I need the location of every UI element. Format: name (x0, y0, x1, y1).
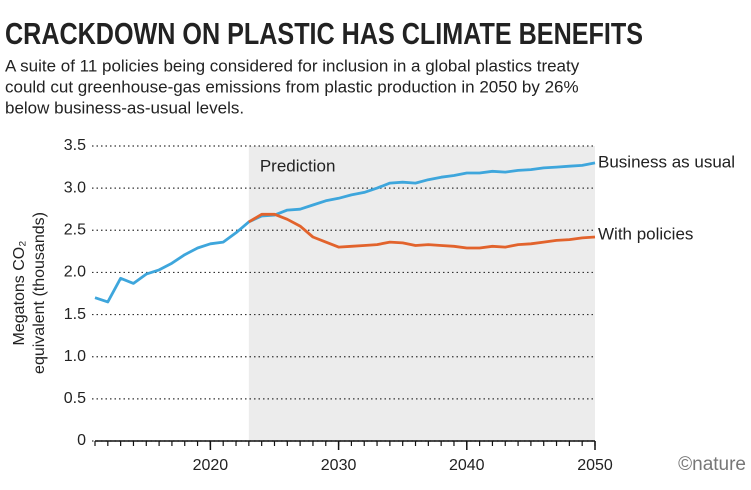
source-logo: ©nature (678, 454, 746, 475)
x-tick-label: 2040 (449, 457, 485, 474)
region-label: Prediction (260, 156, 336, 175)
subtitle: could cut greenhouse-gas emissions from … (5, 77, 579, 96)
y-tick-label: 1.5 (64, 306, 86, 323)
series-label: With policies (598, 225, 693, 244)
y-tick-label: 2.5 (64, 222, 86, 239)
series-label: Business as usual (598, 152, 735, 171)
series-line (94, 161, 596, 304)
chart-title: CRACKDOWN ON PLASTIC HAS CLIMATE BENEFIT… (5, 16, 643, 51)
subtitle: A suite of 11 policies being considered … (5, 56, 580, 75)
series-line (248, 212, 596, 250)
subtitle: below business-as-usual levels. (5, 98, 244, 117)
y-axis-label: equivalent (thousands) (31, 212, 48, 374)
x-tick-label: 2020 (193, 457, 229, 474)
y-tick-label: 0.5 (64, 390, 86, 407)
x-tick-label: 2050 (577, 457, 613, 474)
x-tick-label: 2030 (321, 457, 357, 474)
y-tick-label: 0 (77, 432, 86, 449)
y-axis-label: Megatons CO₂ (11, 241, 28, 346)
y-tick-label: 2.0 (64, 264, 86, 281)
y-tick-label: 1.0 (64, 348, 86, 365)
y-tick-label: 3.0 (64, 179, 86, 196)
y-tick-label: 3.5 (64, 137, 86, 154)
prediction-region (248, 146, 595, 441)
